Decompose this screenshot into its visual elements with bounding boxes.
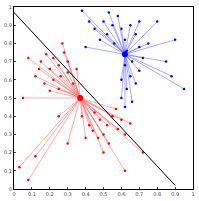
svg-text:0: 0 bbox=[12, 191, 15, 197]
svg-text:0.4: 0.4 bbox=[4, 113, 12, 119]
svg-text:0.1: 0.1 bbox=[28, 191, 36, 197]
svg-text:0.5: 0.5 bbox=[4, 95, 12, 101]
svg-text:0.6: 0.6 bbox=[117, 191, 125, 197]
svg-text:1: 1 bbox=[191, 191, 194, 197]
svg-text:0.2: 0.2 bbox=[4, 149, 12, 155]
svg-text:0.5: 0.5 bbox=[100, 191, 108, 197]
svg-text:0.7: 0.7 bbox=[135, 191, 143, 197]
svg-text:0.3: 0.3 bbox=[64, 191, 72, 197]
svg-text:1: 1 bbox=[9, 4, 12, 10]
svg-text:0.6: 0.6 bbox=[4, 77, 12, 83]
svg-text:0.2: 0.2 bbox=[46, 191, 54, 197]
svg-text:0.7: 0.7 bbox=[4, 58, 12, 64]
svg-text:0.9: 0.9 bbox=[171, 191, 179, 197]
svg-text:0.8: 0.8 bbox=[153, 191, 161, 197]
svg-text:0.1: 0.1 bbox=[4, 168, 12, 174]
svg-text:0: 0 bbox=[9, 186, 12, 192]
svg-text:0.9: 0.9 bbox=[4, 22, 12, 28]
svg-text:0.3: 0.3 bbox=[4, 131, 12, 137]
svg-text:0.8: 0.8 bbox=[4, 40, 12, 46]
svg-text:0.4: 0.4 bbox=[82, 191, 90, 197]
